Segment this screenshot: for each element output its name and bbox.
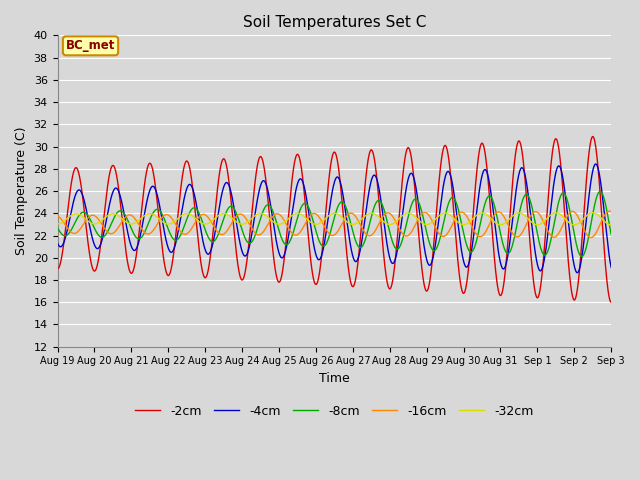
Line: -4cm: -4cm <box>58 164 611 273</box>
-2cm <box>591 140 599 146</box>
-2cm <box>323 198 331 204</box>
-16cm <box>308 211 316 217</box>
-4cm <box>573 270 581 276</box>
-16cm <box>490 214 497 219</box>
-8cm <box>591 199 599 204</box>
-32cm <box>589 210 596 216</box>
-4cm <box>591 161 599 167</box>
Title: Soil Temperatures Set C: Soil Temperatures Set C <box>243 15 426 30</box>
Legend: -2cm, -4cm, -8cm, -16cm, -32cm: -2cm, -4cm, -8cm, -16cm, -32cm <box>130 400 538 423</box>
-8cm <box>323 240 331 245</box>
-4cm <box>323 225 331 231</box>
-16cm <box>323 228 331 233</box>
-16cm <box>54 213 61 219</box>
-2cm <box>308 268 316 274</box>
-4cm <box>490 210 497 216</box>
-2cm <box>589 133 596 139</box>
-4cm <box>607 264 615 270</box>
-32cm <box>591 210 599 216</box>
-2cm <box>607 300 615 305</box>
-8cm <box>596 189 604 194</box>
-16cm <box>591 231 599 237</box>
-32cm <box>82 216 90 222</box>
-8cm <box>82 210 90 216</box>
-32cm <box>54 221 61 227</box>
-16cm <box>607 209 615 215</box>
-8cm <box>607 232 615 238</box>
-2cm <box>591 142 599 148</box>
X-axis label: Time: Time <box>319 372 349 385</box>
Line: -16cm: -16cm <box>58 211 611 238</box>
-4cm <box>591 161 599 167</box>
-2cm <box>490 244 497 250</box>
-16cm <box>587 235 595 240</box>
Line: -2cm: -2cm <box>58 136 611 302</box>
-16cm <box>82 218 90 224</box>
-8cm <box>490 200 497 205</box>
-4cm <box>592 161 600 167</box>
Y-axis label: Soil Temperature (C): Soil Temperature (C) <box>15 127 28 255</box>
-32cm <box>591 210 599 216</box>
-2cm <box>54 266 61 272</box>
-4cm <box>54 240 61 246</box>
Line: -32cm: -32cm <box>58 213 611 225</box>
Line: -8cm: -8cm <box>58 192 611 256</box>
-4cm <box>308 232 316 238</box>
-8cm <box>578 253 586 259</box>
-8cm <box>308 215 316 220</box>
Text: BC_met: BC_met <box>66 39 115 52</box>
-8cm <box>54 225 61 231</box>
-32cm <box>323 215 331 220</box>
-8cm <box>591 200 599 205</box>
-16cm <box>591 231 599 237</box>
-4cm <box>82 204 90 210</box>
-32cm <box>308 220 316 226</box>
-16cm <box>605 208 613 214</box>
-32cm <box>490 218 497 224</box>
-2cm <box>82 221 90 227</box>
-32cm <box>607 222 615 228</box>
